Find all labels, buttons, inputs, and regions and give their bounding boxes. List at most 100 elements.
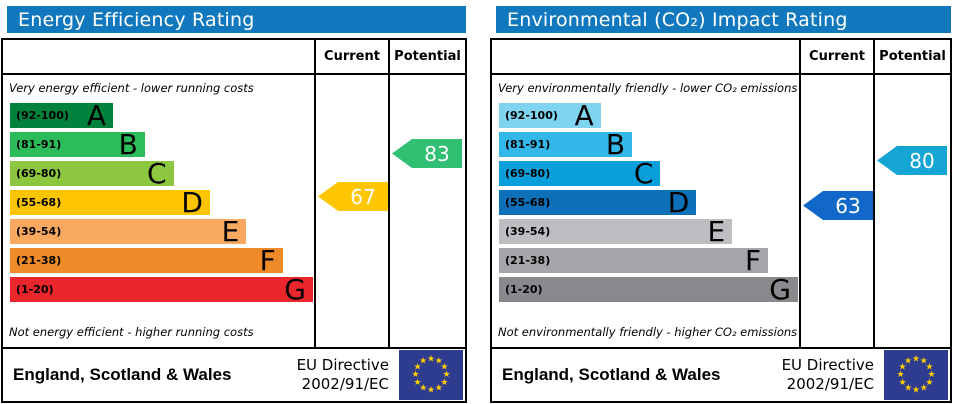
band-letter: A — [574, 99, 594, 132]
band-row-d: (55-68) D — [10, 186, 210, 219]
band-range-label: (1-20) — [505, 283, 543, 296]
svg-text:67: 67 — [350, 185, 375, 209]
band-row-a: (92-100) A — [499, 99, 601, 132]
svg-text:★: ★ — [435, 357, 443, 367]
band-row-e: (39-54) E — [10, 215, 247, 248]
band-range-label: (39-54) — [16, 225, 62, 238]
bottom-caption: Not energy efficient - higher running co… — [9, 325, 254, 339]
svg-text:★: ★ — [414, 362, 422, 372]
top-caption: Very environmentally friendly - lower CO… — [498, 81, 798, 95]
environmental-rating-table: Current Potential Very environmentally f… — [490, 38, 952, 403]
band-range-label: (55-68) — [505, 196, 551, 209]
svg-text:★: ★ — [927, 370, 935, 380]
potential-column-header: Potential — [873, 40, 950, 75]
band-letter: C — [633, 157, 654, 190]
svg-text:★: ★ — [440, 362, 448, 372]
potential-rating-arrow: 80 — [877, 146, 947, 175]
svg-text:★: ★ — [440, 378, 448, 388]
svg-text:★: ★ — [419, 357, 427, 367]
band-row-a: (92-100) A — [10, 99, 114, 132]
rating-scale-area: Very energy efficient - lower running co… — [3, 75, 314, 347]
svg-text:83: 83 — [424, 142, 449, 166]
current-rating-cell: 67 — [314, 75, 388, 347]
region-label: England, Scotland & Wales — [502, 365, 721, 384]
current-column-header: Current — [799, 40, 873, 75]
svg-text:63: 63 — [835, 194, 860, 218]
rating-bands: (92-100) A (81-91) B (69-80) C (55-68) D (39… — [10, 99, 313, 304]
band-letter: B — [118, 128, 138, 161]
svg-text:★: ★ — [912, 386, 920, 396]
eu-flag-icon: ★ ★★★★★★★★★★★ — [399, 350, 463, 400]
eu-directive-line1: EU Directive — [781, 356, 874, 374]
band-row-b: (81-91) B — [10, 128, 145, 161]
band-letter: D — [667, 186, 690, 219]
svg-text:★: ★ — [904, 383, 912, 393]
svg-text:★: ★ — [896, 370, 904, 380]
band-letter: D — [181, 186, 203, 219]
bottom-caption: Not environmentally friendly - higher CO… — [498, 325, 798, 339]
band-letter: F — [744, 244, 762, 277]
current-rating-arrow: 67 — [318, 182, 388, 211]
potential-rating-cell: 83 — [388, 75, 465, 347]
band-range-label: (81-91) — [505, 138, 551, 151]
svg-text:★: ★ — [442, 370, 450, 380]
page-title: Environmental (CO₂) Impact Rating — [507, 8, 848, 31]
band-range-label: (69-80) — [505, 167, 551, 180]
band-row-g: (1-20) G — [10, 276, 313, 304]
svg-text:80: 80 — [909, 149, 934, 173]
svg-text:★: ★ — [899, 362, 907, 372]
region-label: England, Scotland & Wales — [13, 365, 232, 384]
band-letter: B — [605, 128, 626, 161]
top-caption: Very energy efficient - lower running co… — [9, 81, 254, 95]
potential-rating-cell: 80 — [873, 75, 950, 347]
band-row-c: (69-80) C — [10, 157, 174, 190]
band-row-b: (81-91) B — [499, 128, 633, 161]
band-range-label: (55-68) — [16, 196, 62, 209]
panel-title-bar: Environmental (CO₂) Impact Rating — [496, 6, 951, 33]
potential-column-header: Potential — [388, 40, 465, 75]
eu-directive-line2: 2002/91/EC — [301, 375, 389, 393]
energy-efficiency-panel: Energy Efficiency Rating Current Potenti… — [1, 0, 467, 403]
potential-rating-arrow: 83 — [392, 139, 462, 168]
table-footer: England, Scotland & Wales EU Directive 2… — [3, 347, 465, 401]
eu-flag-icon: ★ ★★★★★★★★★★★ — [884, 350, 948, 400]
environmental-impact-panel: Environmental (CO₂) Impact Rating Curren… — [490, 0, 952, 403]
band-range-label: (39-54) — [505, 225, 551, 238]
svg-text:★: ★ — [427, 386, 435, 396]
band-letter: E — [707, 215, 726, 248]
svg-text:★: ★ — [920, 383, 928, 393]
svg-text:★: ★ — [920, 357, 928, 367]
band-row-g: (1-20) G — [499, 273, 798, 306]
rating-bands: (92-100) A (81-91) B (69-80) C (55-68) D (39… — [499, 99, 798, 306]
eu-directive-line2: 2002/91/EC — [786, 375, 874, 393]
band-range-label: (92-100) — [16, 109, 69, 122]
eu-directive-label: EU Directive 2002/91/EC — [782, 356, 874, 394]
band-range-label: (81-91) — [16, 138, 62, 151]
band-letter: E — [221, 215, 240, 248]
current-column-header: Current — [314, 40, 388, 75]
band-range-label: (21-38) — [16, 254, 62, 267]
band-range-label: (21-38) — [505, 254, 551, 267]
band-letter: F — [259, 244, 276, 277]
svg-text:★: ★ — [435, 383, 443, 393]
svg-text:★: ★ — [414, 378, 422, 388]
svg-text:★: ★ — [899, 378, 907, 388]
band-letter: G — [769, 273, 791, 306]
band-letter: C — [147, 157, 167, 190]
svg-text:★: ★ — [419, 383, 427, 393]
header-spacer — [3, 40, 314, 75]
table-footer: England, Scotland & Wales EU Directive 2… — [492, 347, 950, 401]
band-range-label: (92-100) — [505, 109, 558, 122]
svg-text:★: ★ — [411, 370, 419, 380]
header-spacer — [492, 40, 799, 75]
current-rating-cell: 63 — [799, 75, 873, 347]
band-range-label: (1-20) — [16, 283, 54, 296]
band-letter: A — [86, 99, 107, 132]
svg-text:★: ★ — [427, 355, 435, 365]
svg-text:★: ★ — [912, 355, 920, 365]
band-row-e: (39-54) E — [499, 215, 733, 248]
svg-text:★: ★ — [925, 378, 933, 388]
svg-text:★: ★ — [925, 362, 933, 372]
band-range-label: (69-80) — [16, 167, 62, 180]
current-rating-arrow: 63 — [803, 191, 873, 220]
